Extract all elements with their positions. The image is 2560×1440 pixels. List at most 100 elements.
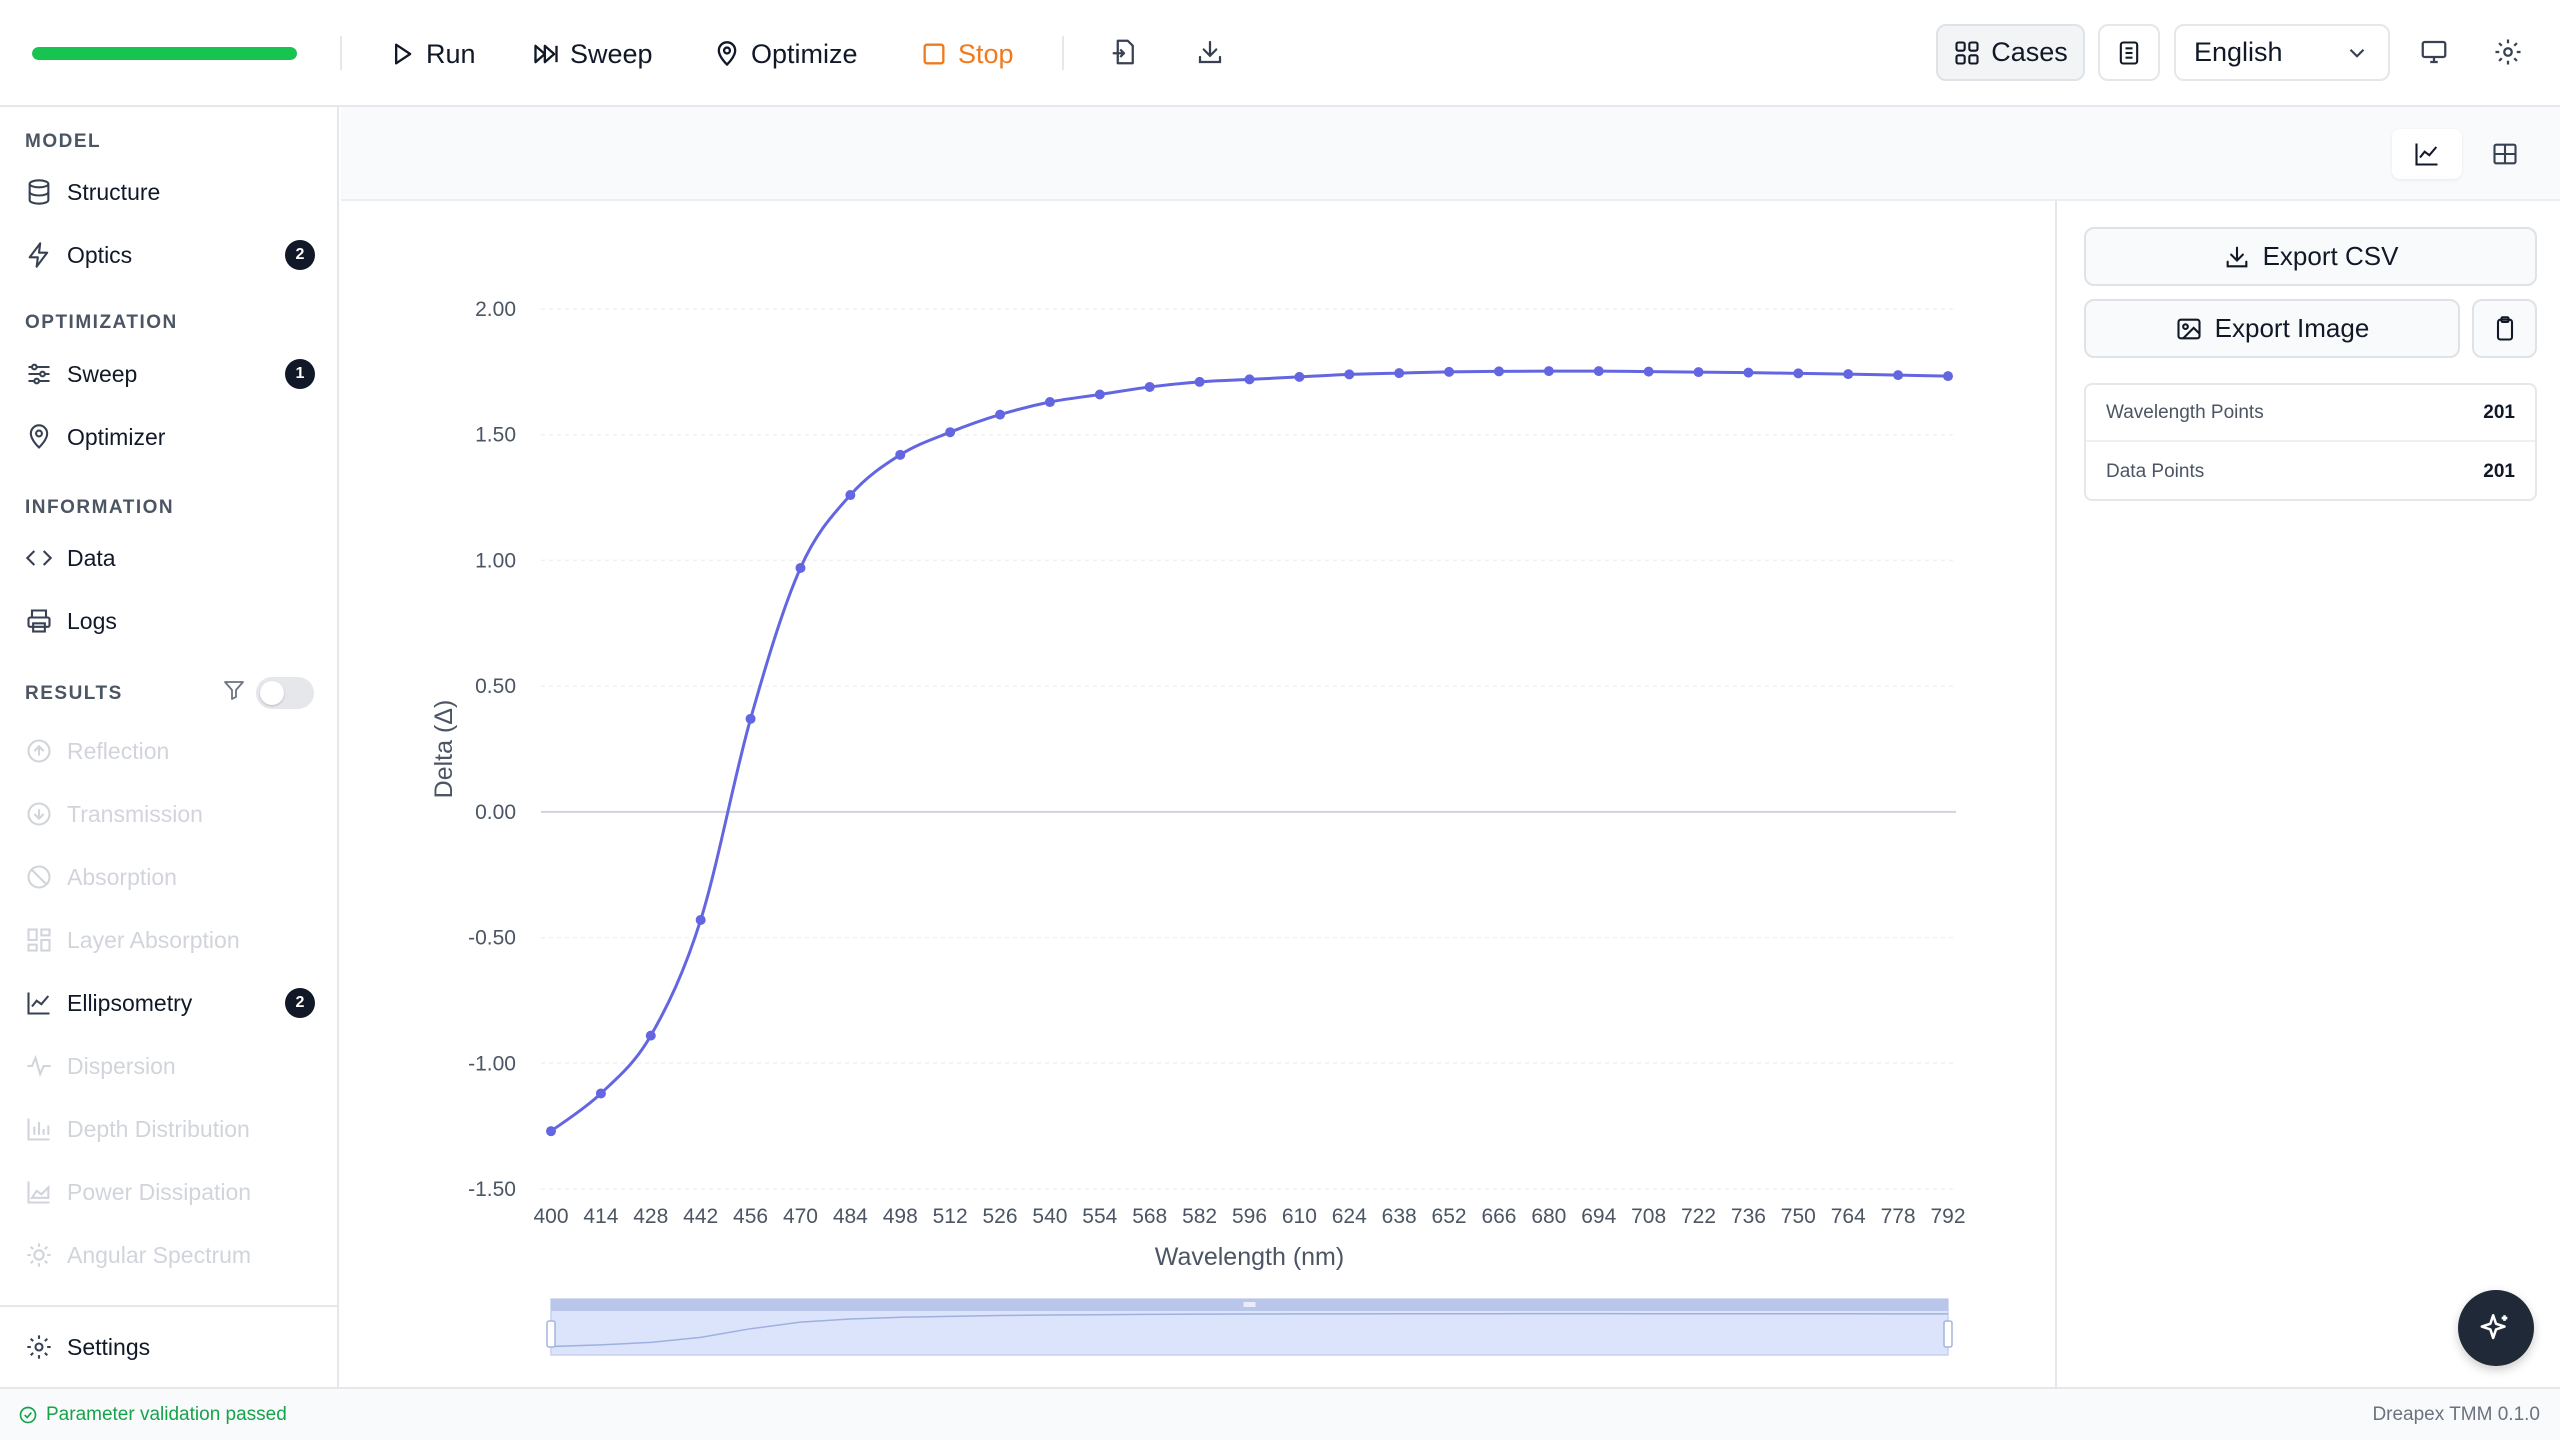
file-import-icon xyxy=(1112,39,1134,65)
data-point xyxy=(1044,397,1055,408)
export-csv-button[interactable]: Export CSV xyxy=(2084,227,2537,286)
export-image-button[interactable]: Export Image xyxy=(2084,299,2460,358)
sidebar-item-sweep[interactable]: Sweep 1 xyxy=(25,352,315,396)
settings-button[interactable] xyxy=(2490,34,2526,70)
run-label: Run xyxy=(426,38,476,69)
sidebar-item-reflection[interactable]: Reflection xyxy=(25,729,315,773)
x-tick-label: 456 xyxy=(733,1205,768,1228)
x-tick-label: 400 xyxy=(533,1205,568,1228)
sidebar-item-label: Optics xyxy=(67,241,133,268)
sidebar-item-transmission[interactable]: Transmission xyxy=(25,792,315,836)
stat-value: 201 xyxy=(2483,401,2515,423)
y-tick-label: 0.00 xyxy=(475,801,516,824)
sidebar: MODEL Structure Optics 2 OPTIMIZATION Sw… xyxy=(0,107,339,1387)
data-point xyxy=(945,427,956,438)
sidebar-item-dispersion[interactable]: Dispersion xyxy=(25,1044,315,1088)
sidebar-item-ellipsometry[interactable]: Ellipsometry 2 xyxy=(25,981,315,1025)
sidebar-item-structure[interactable]: Structure xyxy=(25,170,315,214)
x-tick-label: 638 xyxy=(1382,1205,1417,1228)
data-point xyxy=(1444,366,1455,377)
data-point xyxy=(1244,374,1255,385)
square-icon xyxy=(923,43,945,65)
sidebar-item-data[interactable]: Data xyxy=(25,536,315,580)
line-chart-icon xyxy=(2415,143,2438,166)
validation-status: Parameter validation passed xyxy=(18,1404,287,1426)
copy-button[interactable] xyxy=(2472,299,2537,358)
y-tick-label: 1.00 xyxy=(475,549,516,572)
sidebar-item-depth-distribution[interactable]: Depth Distribution xyxy=(25,1107,315,1151)
toggle-knob xyxy=(260,681,284,705)
data-point xyxy=(1843,369,1854,380)
play-icon xyxy=(395,43,412,65)
sidebar-divider xyxy=(0,1305,339,1307)
database-icon xyxy=(28,179,50,205)
sidebar-item-label: Dispersion xyxy=(67,1052,176,1079)
x-tick-label: 778 xyxy=(1881,1205,1916,1228)
x-tick-label: 554 xyxy=(1082,1205,1117,1228)
stop-button[interactable]: Stop xyxy=(920,30,1014,78)
stat-label: Wavelength Points xyxy=(2106,401,2264,423)
data-point xyxy=(745,713,756,724)
sidebar-item-layer-absorption[interactable]: Layer Absorption xyxy=(25,918,315,962)
sidebar-item-label: Ellipsometry xyxy=(67,989,193,1016)
sidebar-item-optics[interactable]: Optics 2 xyxy=(25,233,315,277)
progress-fill xyxy=(32,47,297,60)
ellipsometry-chart[interactable]: 2.00 1.50 1.00 0.50 0.00 -0.50 -1.00 -1.50 400 41… xyxy=(341,201,2055,1387)
notes-button[interactable] xyxy=(2098,24,2160,81)
image-icon xyxy=(2177,318,2201,339)
gear-icon xyxy=(2495,39,2521,65)
download-button[interactable] xyxy=(1192,34,1228,70)
data-point xyxy=(1643,366,1654,377)
data-point xyxy=(1094,389,1105,400)
data-point xyxy=(1294,371,1305,382)
x-tick-label: 428 xyxy=(633,1205,668,1228)
x-tick-label: 526 xyxy=(983,1205,1018,1228)
filter-icon[interactable] xyxy=(222,678,246,702)
sidebar-item-logs[interactable]: Logs xyxy=(25,599,315,643)
x-tick-label: 750 xyxy=(1781,1205,1816,1228)
sidebar-item-label: Sweep xyxy=(67,360,138,387)
section-title-information: INFORMATION xyxy=(25,497,175,518)
y-axis-title: Delta (Δ) xyxy=(430,700,458,799)
cases-button[interactable]: Cases xyxy=(1936,24,2085,81)
section-title-results: RESULTS xyxy=(25,683,123,704)
optimize-button[interactable]: Optimize xyxy=(713,30,858,78)
data-point xyxy=(546,1126,556,1137)
sidebar-item-angular-spectrum[interactable]: Angular Spectrum xyxy=(25,1233,315,1277)
sidebar-item-settings[interactable]: Settings xyxy=(25,1325,315,1369)
arrow-down-circle-icon xyxy=(27,802,51,826)
language-value: English xyxy=(2194,37,2283,67)
grid-icon xyxy=(1955,40,1979,65)
line-chart-icon xyxy=(27,992,50,1015)
x-tick-label: 666 xyxy=(1481,1205,1516,1228)
results-filter-toggle[interactable] xyxy=(256,677,314,709)
x-tick-label: 708 xyxy=(1631,1205,1666,1228)
table-icon xyxy=(2493,143,2517,165)
sidebar-item-optimizer[interactable]: Optimizer xyxy=(25,415,315,459)
y-tick-label: 0.50 xyxy=(475,675,516,698)
sidebar-item-label: Reflection xyxy=(67,737,170,764)
monitor-button[interactable] xyxy=(2416,34,2452,70)
table-view-button[interactable] xyxy=(2470,129,2540,179)
data-point xyxy=(995,409,1006,420)
language-select[interactable]: English xyxy=(2174,24,2390,81)
x-tick-label: 596 xyxy=(1232,1205,1267,1228)
sidebar-item-absorption[interactable]: Absorption xyxy=(25,855,315,899)
x-tick-label: 764 xyxy=(1831,1205,1866,1228)
section-title-model: MODEL xyxy=(25,131,102,152)
top-toolbar: Run Sweep Optimize Stop Cases Engli xyxy=(0,0,2560,107)
data-point xyxy=(1593,366,1604,377)
import-button[interactable] xyxy=(1106,34,1142,70)
chart-view-button[interactable] xyxy=(2392,129,2462,179)
gear-icon xyxy=(27,1335,51,1359)
download-icon xyxy=(2226,246,2247,267)
data-point xyxy=(645,1030,656,1041)
sidebar-item-power-dissipation[interactable]: Power Dissipation xyxy=(25,1170,315,1214)
ai-assistant-button[interactable] xyxy=(2458,1290,2534,1366)
chart-area: 2.00 1.50 1.00 0.50 0.00 -0.50 -1.00 -1.50 400 41… xyxy=(341,201,2055,1387)
x-tick-label: 652 xyxy=(1432,1205,1467,1228)
sweep-button[interactable]: Sweep xyxy=(532,30,653,78)
run-button[interactable]: Run xyxy=(388,30,476,78)
view-toggle xyxy=(2392,129,2540,179)
data-point xyxy=(1144,381,1155,392)
